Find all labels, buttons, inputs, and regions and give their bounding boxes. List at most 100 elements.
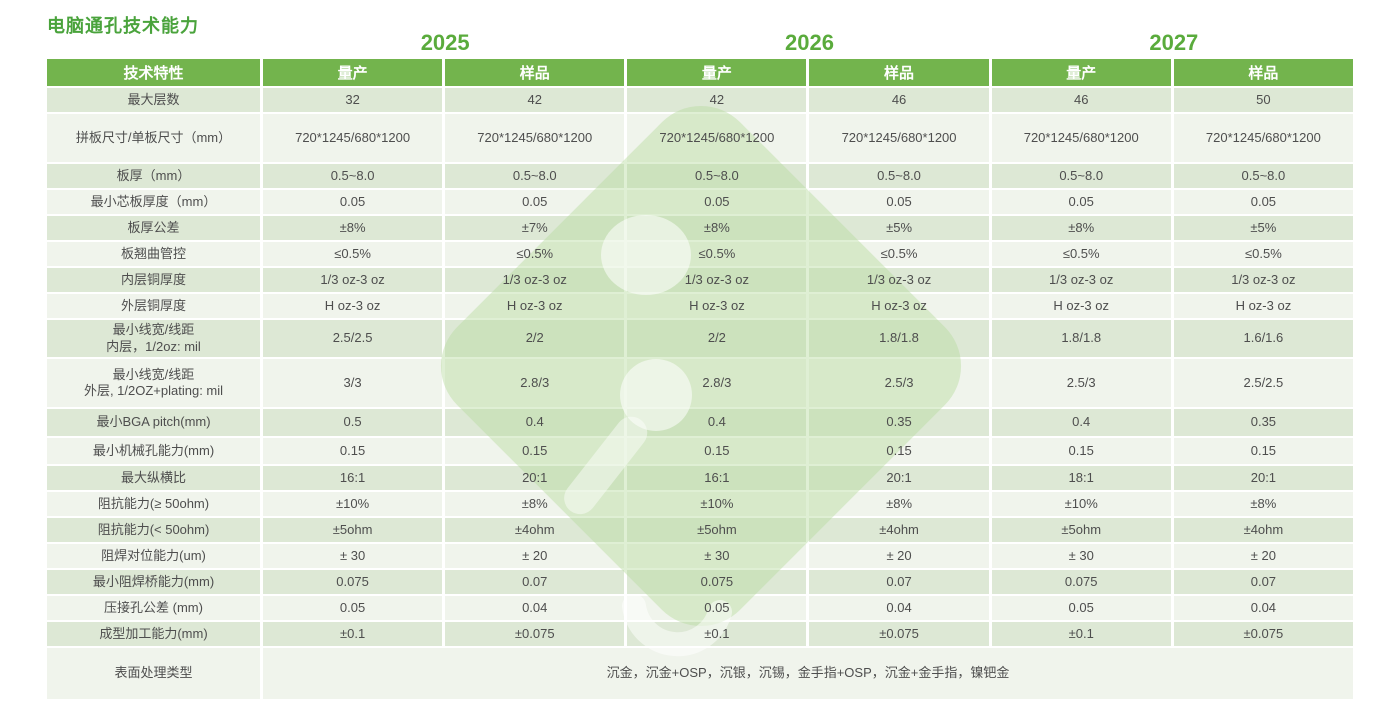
- row-label: 板厚公差: [47, 216, 260, 240]
- table-row: 成型加工能力(mm) ±0.1 ±0.075 ±0.1 ±0.075 ±0.1 ±0.075: [47, 622, 1353, 646]
- cell-value: ≤0.5%: [627, 242, 807, 266]
- cell-value: 0.4: [991, 409, 1171, 436]
- cell-value: 0.4: [627, 409, 807, 436]
- capability-table: 技术特性 量产 样品 量产 样品 量产 样品 最大层数 32 42 42 46 46 50 拼…: [44, 57, 1356, 701]
- cell-value: 720*1245/680*1200: [445, 114, 625, 162]
- cell-value: 0.15: [809, 438, 989, 464]
- table-row: 最小线宽/线距 内层，1/2oz: mil 2.5/2.5 2/2 2/2 1.8/1.…: [47, 320, 1353, 357]
- cell-value: ±0.075: [1173, 622, 1353, 646]
- year-2027: 2027: [1149, 30, 1199, 55]
- table-row: 板厚公差 ±8% ±7% ±8% ±5% ±8% ±5%: [47, 216, 1353, 240]
- cell-value: 0.04: [809, 596, 989, 620]
- table-row: 外层铜厚度 H oz-3 oz H oz-3 oz H oz-3 oz H oz-3 o…: [47, 294, 1353, 318]
- cell-value: 0.15: [263, 438, 443, 464]
- cell-value: 0.4: [445, 409, 625, 436]
- cell-value: ± 30: [991, 544, 1171, 568]
- cell-value: 0.075: [991, 570, 1171, 594]
- cell-value: ± 20: [809, 544, 989, 568]
- row-label: 最大层数: [47, 88, 260, 112]
- table-row: 拼板尺寸/单板尺寸（mm） 720*1245/680*1200 720*1245/6…: [47, 114, 1353, 162]
- cell-value: 42: [445, 88, 625, 112]
- row-label: 最小BGA pitch(mm): [47, 409, 260, 436]
- cell-value: 0.15: [445, 438, 625, 464]
- header-row: 技术特性 量产 样品 量产 样品 量产 样品: [47, 59, 1353, 86]
- table-row: 最小BGA pitch(mm) 0.5 0.4 0.4 0.35 0.4 0.35: [47, 409, 1353, 436]
- cell-value: 1/3 oz-3 oz: [445, 268, 625, 292]
- row-label: 压接孔公差 (mm): [47, 596, 260, 620]
- cell-value: 0.04: [445, 596, 625, 620]
- cell-value: ±8%: [445, 492, 625, 516]
- cell-value: 16:1: [627, 466, 807, 490]
- cell-value: 720*1245/680*1200: [991, 114, 1171, 162]
- cell-value: 0.04: [1173, 596, 1353, 620]
- year-2026: 2026: [785, 30, 834, 55]
- table-row: 内层铜厚度 1/3 oz-3 oz 1/3 oz-3 oz 1/3 oz-3 oz 1/…: [47, 268, 1353, 292]
- table-row: 阻焊对位能力(um) ± 30 ± 20 ± 30 ± 20 ± 30 ± 20: [47, 544, 1353, 568]
- cell-value: ± 30: [627, 544, 807, 568]
- cell-value: ± 20: [445, 544, 625, 568]
- subheader-2025-massprod: 量产: [263, 59, 443, 86]
- cell-value: ±8%: [627, 216, 807, 240]
- cell-value: ±8%: [1173, 492, 1353, 516]
- cell-value: ± 20: [1173, 544, 1353, 568]
- cell-value: ±5%: [809, 216, 989, 240]
- row-label: 阻焊对位能力(um): [47, 544, 260, 568]
- cell-value: 20:1: [809, 466, 989, 490]
- table-row: 压接孔公差 (mm) 0.05 0.04 0.05 0.04 0.05 0.04: [47, 596, 1353, 620]
- row-label: 表面处理类型: [47, 648, 260, 699]
- cell-value: 720*1245/680*1200: [263, 114, 443, 162]
- row-label: 阻抗能力(≥ 50ohm): [47, 492, 260, 516]
- cell-value: 0.35: [809, 409, 989, 436]
- year-2025: 2025: [420, 30, 470, 55]
- cell-value: 0.5~8.0: [263, 164, 443, 188]
- cell-value: ±8%: [809, 492, 989, 516]
- cell-value: 32: [263, 88, 443, 112]
- cell-value: 46: [991, 88, 1171, 112]
- cell-value: 720*1245/680*1200: [809, 114, 989, 162]
- cell-value: 1/3 oz-3 oz: [1173, 268, 1353, 292]
- cell-value: 720*1245/680*1200: [1173, 114, 1353, 162]
- cell-value: ±8%: [991, 216, 1171, 240]
- cell-value: ± 30: [263, 544, 443, 568]
- row-label: 阻抗能力(< 50ohm): [47, 518, 260, 542]
- surface-finish-row: 表面处理类型 沉金，沉金+OSP，沉银，沉锡，金手指+OSP，沉金+金手指，镍钯金: [47, 648, 1353, 699]
- subheader-2025-sample: 样品: [445, 59, 625, 86]
- subheader-2027-sample: 样品: [1173, 59, 1353, 86]
- cell-value: 0.07: [809, 570, 989, 594]
- table-row: 最大层数 32 42 42 46 46 50: [47, 88, 1353, 112]
- cell-value: 0.05: [1173, 190, 1353, 214]
- cell-value: 42: [627, 88, 807, 112]
- table-row: 板厚（mm） 0.5~8.0 0.5~8.0 0.5~8.0 0.5~8.0 0.5~8.…: [47, 164, 1353, 188]
- cell-value: 2.8/3: [627, 359, 807, 407]
- cell-value: 1/3 oz-3 oz: [263, 268, 443, 292]
- table-row: 最小机械孔能力(mm) 0.15 0.15 0.15 0.15 0.15 0.15: [47, 438, 1353, 464]
- cell-value: 50: [1173, 88, 1353, 112]
- cell-value: ±4ohm: [445, 518, 625, 542]
- cell-value: 0.05: [809, 190, 989, 214]
- cell-value: ±7%: [445, 216, 625, 240]
- cell-value: H oz-3 oz: [809, 294, 989, 318]
- cell-value: 0.15: [627, 438, 807, 464]
- cell-value: H oz-3 oz: [991, 294, 1171, 318]
- cell-value: 0.5~8.0: [445, 164, 625, 188]
- cell-value: 20:1: [445, 466, 625, 490]
- cell-value: 2.8/3: [445, 359, 625, 407]
- cell-value: 720*1245/680*1200: [627, 114, 807, 162]
- row-label: 内层铜厚度: [47, 268, 260, 292]
- table-row: 最小阻焊桥能力(mm) 0.075 0.07 0.075 0.07 0.075 0.07: [47, 570, 1353, 594]
- cell-value: 2.5/3: [809, 359, 989, 407]
- surface-finish-value: 沉金，沉金+OSP，沉银，沉锡，金手指+OSP，沉金+金手指，镍钯金: [263, 648, 1353, 699]
- cell-value: ±5ohm: [991, 518, 1171, 542]
- row-label: 拼板尺寸/单板尺寸（mm）: [47, 114, 260, 162]
- row-label: 最小阻焊桥能力(mm): [47, 570, 260, 594]
- cell-value: 46: [809, 88, 989, 112]
- cell-value: H oz-3 oz: [445, 294, 625, 318]
- cell-value: 0.05: [627, 596, 807, 620]
- cell-value: 0.05: [263, 190, 443, 214]
- cell-value: ±5ohm: [627, 518, 807, 542]
- cell-value: ±0.075: [445, 622, 625, 646]
- cell-value: 0.07: [445, 570, 625, 594]
- row-label: 最大纵横比: [47, 466, 260, 490]
- cell-value: 2.5/2.5: [263, 320, 443, 357]
- row-label: 板翘曲管控: [47, 242, 260, 266]
